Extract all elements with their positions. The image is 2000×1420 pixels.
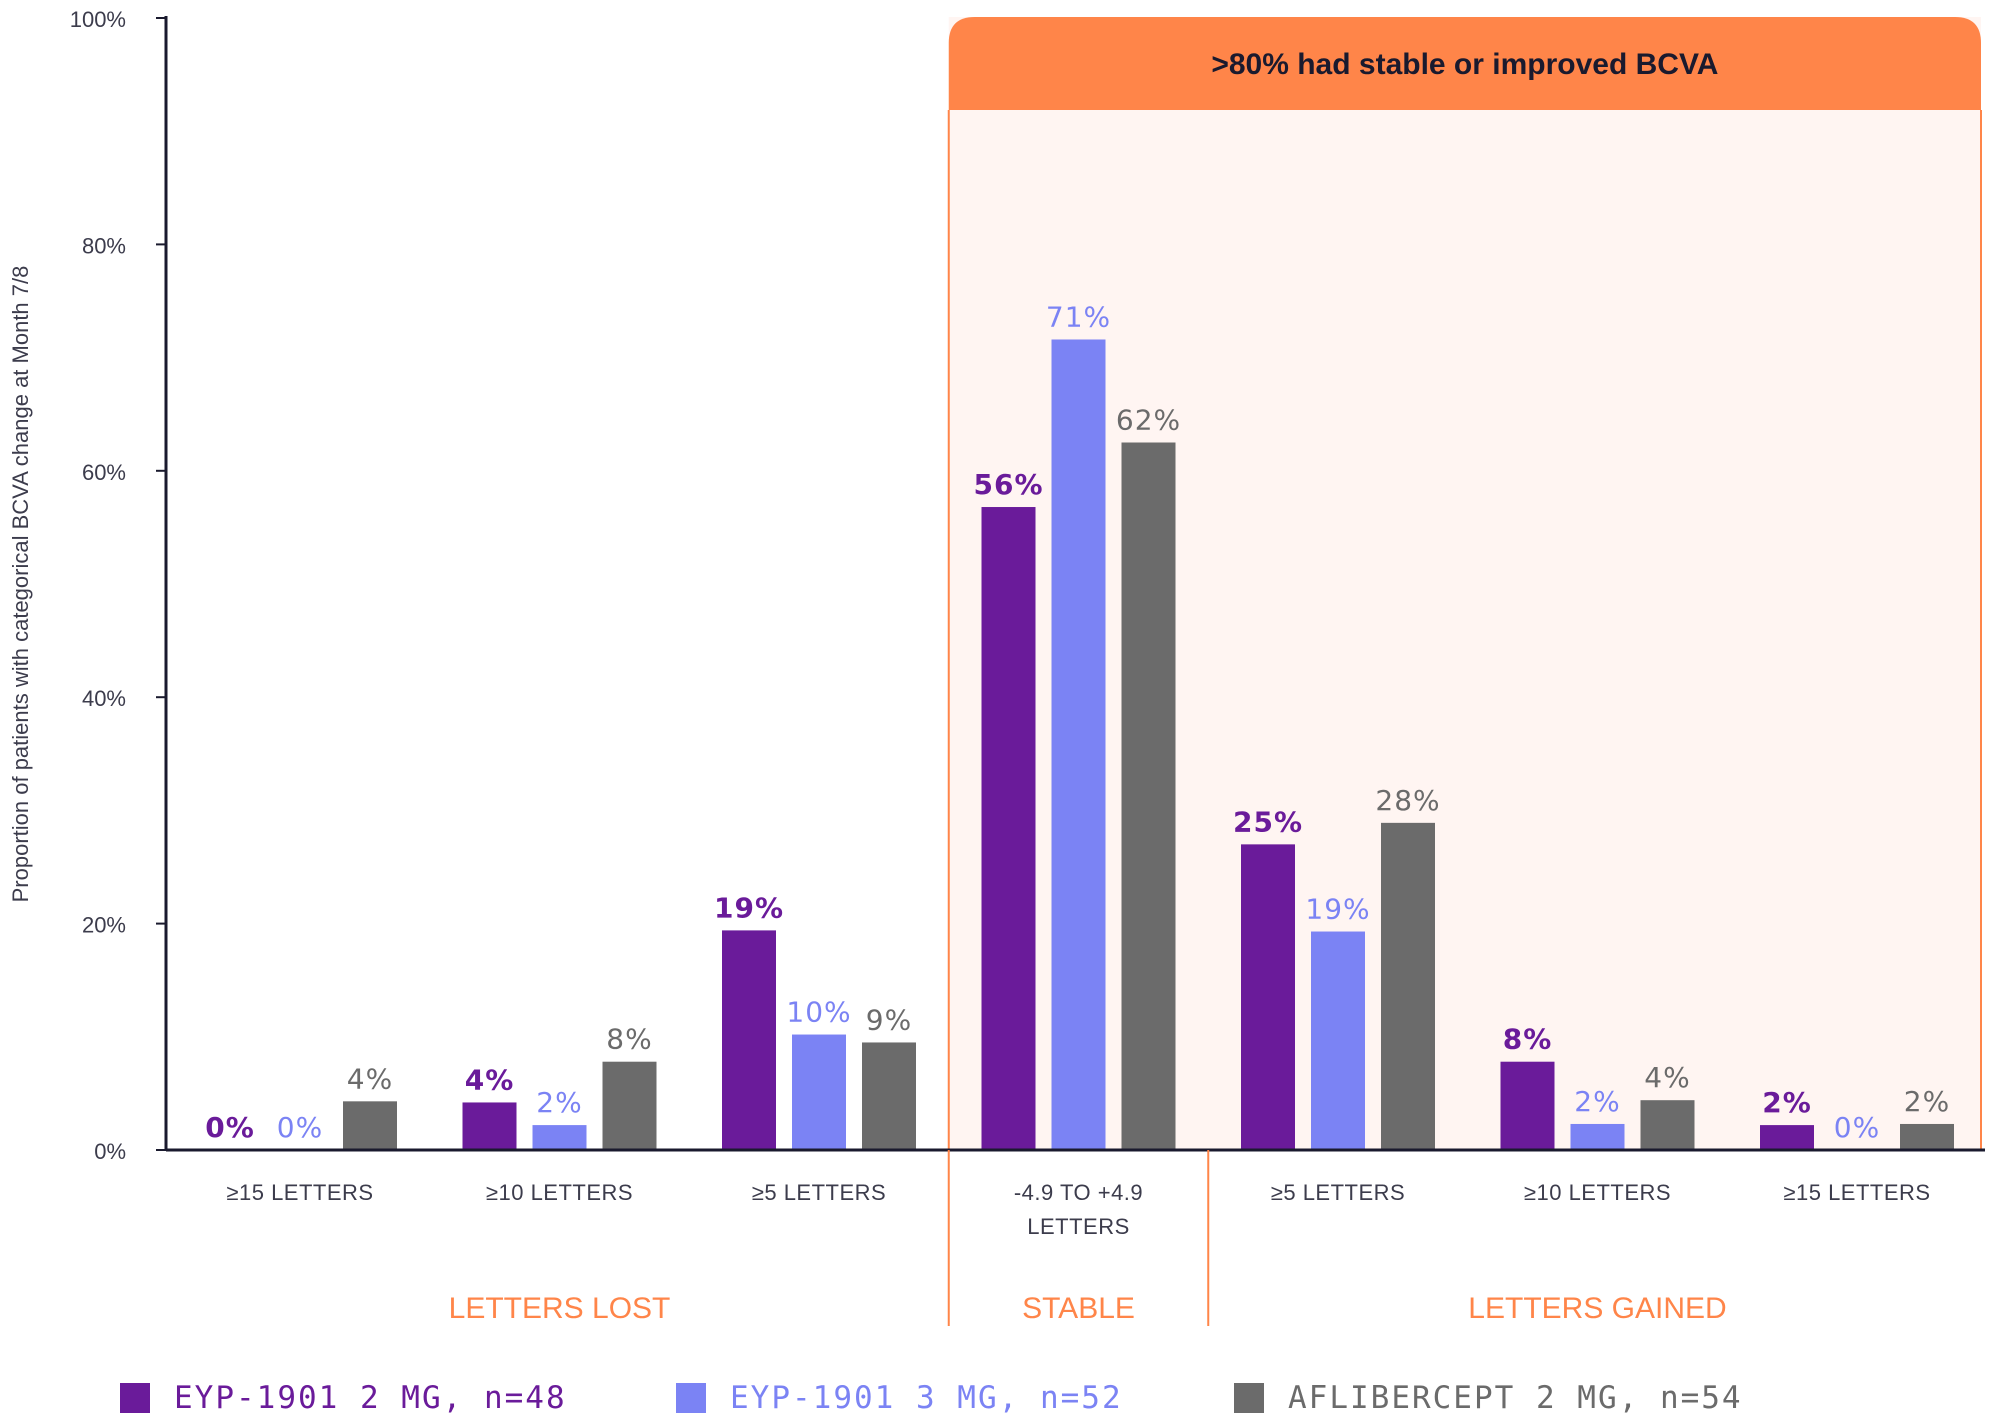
bar	[602, 1061, 657, 1150]
x-category-label: ≥15 LETTERS	[226, 1180, 373, 1205]
y-tick-label: 100%	[70, 7, 126, 32]
legend-item: EYP-1901 2 MG, n=48	[120, 1380, 567, 1416]
legend-label: EYP-1901 2 MG, n=48	[174, 1380, 567, 1416]
y-tick-label: 20%	[82, 913, 126, 938]
bar-value-label: 0%	[1834, 1111, 1880, 1144]
x-category-label: ≥15 LETTERS	[1783, 1180, 1930, 1205]
bar	[1121, 442, 1176, 1150]
x-category-label: ≥5 LETTERS	[1271, 1180, 1405, 1205]
bar	[1381, 822, 1435, 1150]
y-tick-label: 0%	[94, 1139, 126, 1164]
bar-value-label: 71%	[1046, 300, 1111, 333]
bar-value-label: 2%	[1904, 1085, 1950, 1118]
y-axis-title: Proportion of patients with categorical …	[8, 266, 33, 903]
bar-value-label: 19%	[714, 891, 784, 924]
bar-value-label: 4%	[347, 1062, 393, 1095]
bar	[1760, 1125, 1814, 1150]
bar	[343, 1101, 397, 1150]
bar	[862, 1042, 916, 1150]
bar-value-label: 25%	[1233, 805, 1303, 838]
legend-item: EYP-1901 3 MG, n=52	[676, 1380, 1123, 1416]
bar-value-label: 28%	[1375, 784, 1440, 817]
bar	[981, 507, 1036, 1150]
bar	[1311, 931, 1365, 1150]
x-group-label: STABLE	[1022, 1292, 1135, 1325]
bar	[462, 1102, 517, 1150]
bar-value-label: 4%	[465, 1063, 515, 1096]
bar-value-label: 4%	[1644, 1061, 1690, 1094]
bar	[1640, 1100, 1695, 1150]
bar	[1051, 339, 1106, 1150]
bar-value-label: 56%	[973, 468, 1043, 501]
annotation-text: >80% had stable or improved BCVA	[1211, 48, 1718, 81]
bar	[792, 1034, 846, 1150]
bar-value-label: 2%	[536, 1086, 582, 1119]
bar-value-label: 62%	[1116, 404, 1181, 437]
bar-value-label: 8%	[606, 1023, 652, 1056]
x-category-label: ≥10 LETTERS	[1524, 1180, 1671, 1205]
bar-value-label: 2%	[1762, 1086, 1812, 1119]
bar-value-label: 0%	[205, 1111, 255, 1144]
x-category-label: ≥5 LETTERS	[752, 1180, 886, 1205]
bar-value-label: 10%	[786, 996, 851, 1029]
bar	[532, 1125, 587, 1150]
bar	[1900, 1123, 1954, 1150]
bar	[1241, 844, 1295, 1150]
legend-label: EYP-1901 3 MG, n=52	[730, 1380, 1123, 1416]
x-category-label: ≥10 LETTERS	[486, 1180, 633, 1205]
bar	[1570, 1123, 1625, 1150]
y-tick-label: 40%	[82, 686, 126, 711]
legend-swatch	[1234, 1383, 1264, 1413]
legend-label: AFLIBERCEPT 2 MG, n=54	[1288, 1380, 1743, 1416]
annotation-background	[948, 17, 1981, 1150]
bar	[722, 930, 776, 1150]
bar	[1500, 1061, 1555, 1150]
legend-swatch	[676, 1383, 706, 1413]
y-tick-label: 80%	[82, 233, 126, 258]
bar-value-label: 0%	[277, 1111, 323, 1144]
x-group-label: LETTERS LOST	[449, 1292, 671, 1325]
legend-swatch	[120, 1383, 150, 1413]
x-group-label: LETTERS GAINED	[1468, 1292, 1726, 1325]
legend-item: AFLIBERCEPT 2 MG, n=54	[1234, 1380, 1743, 1416]
y-tick-label: 60%	[82, 460, 126, 485]
x-category-label: -4.9 TO +4.9	[1014, 1180, 1143, 1205]
bar-value-label: 2%	[1574, 1085, 1620, 1118]
bar-value-label: 19%	[1305, 893, 1370, 926]
bar-value-label: 8%	[1503, 1023, 1553, 1056]
x-category-label: LETTERS	[1027, 1214, 1130, 1239]
annotation-header	[948, 17, 1981, 110]
bar-value-label: 9%	[866, 1003, 912, 1036]
